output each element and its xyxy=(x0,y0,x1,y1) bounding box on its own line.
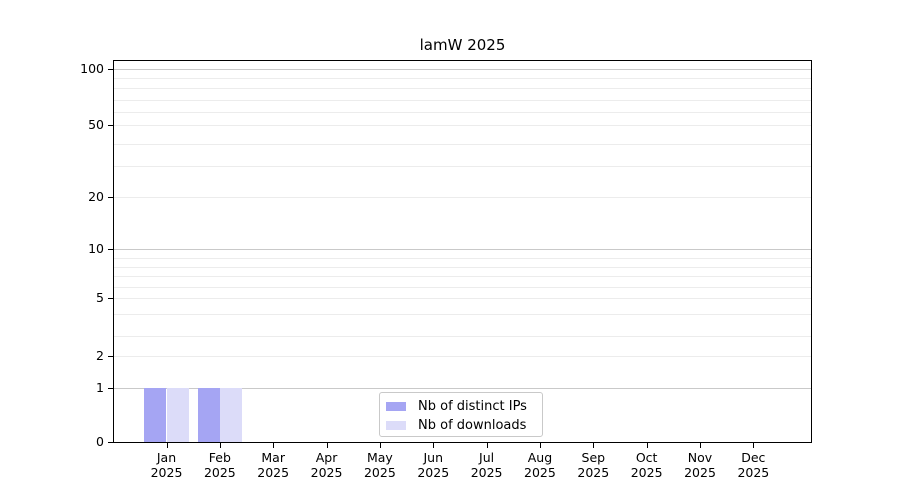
x-tick-may xyxy=(379,443,381,448)
gridline-y-80 xyxy=(114,88,811,89)
y-tick-label-100: 100 xyxy=(80,61,104,76)
x-tick-nov xyxy=(700,443,701,448)
gridline-y-100 xyxy=(114,69,811,70)
x-tick-label-apr: Apr 2025 xyxy=(310,450,343,480)
y-tick-label-1: 1 xyxy=(96,379,104,395)
x-tick-label-jul: Jul 2025 xyxy=(470,450,503,480)
x-tick-label-dec: Dec 2025 xyxy=(737,450,770,480)
x-tick-label-oct: Oct 2025 xyxy=(630,450,663,480)
gridline-y-60 xyxy=(114,112,811,113)
x-tick-mar xyxy=(273,443,275,448)
chart-title: lamW 2025 xyxy=(419,36,506,54)
gridline-y-1 xyxy=(114,387,811,389)
legend-label-downloads: Nb of downloads xyxy=(418,418,527,433)
legend-swatch-distinct-ips xyxy=(386,402,406,411)
gridline-y-30 xyxy=(114,166,811,167)
x-tick-label-jan: Jan 2025 xyxy=(150,450,183,480)
gridline-y-2 xyxy=(114,356,811,357)
x-tick-label-feb: Feb 2025 xyxy=(203,450,236,480)
x-tick-apr xyxy=(326,443,328,448)
y-tick-1 xyxy=(108,387,113,389)
bar-distinct-ips-feb xyxy=(197,387,220,442)
y-tick-0 xyxy=(108,442,113,443)
gridline-y-6 xyxy=(114,287,811,288)
gridline-y-9 xyxy=(114,258,811,259)
gridline-y-50 xyxy=(114,125,811,126)
gridline-y-90 xyxy=(114,78,811,79)
x-tick-label-sep: Sep 2025 xyxy=(577,450,610,480)
x-tick-label-may: May 2025 xyxy=(363,450,396,480)
x-tick-jan xyxy=(166,443,168,448)
x-tick-label-aug: Aug 2025 xyxy=(524,450,556,480)
x-tick-label-nov: Nov 2025 xyxy=(684,450,716,480)
x-tick-sep xyxy=(593,443,595,448)
gridline-y-4 xyxy=(114,314,811,315)
legend-entry: Nb of distinct IPs xyxy=(386,397,542,416)
gridline-y-8 xyxy=(114,267,811,268)
legend-label-distinct-ips: Nb of distinct IPs xyxy=(418,399,527,414)
gridline-y-3 xyxy=(114,336,811,337)
gridline-y-7 xyxy=(114,276,811,277)
plot-area: Nb of distinct IPs Nb of downloads xyxy=(113,60,812,443)
x-tick-dec xyxy=(753,443,755,448)
y-tick-label-2: 2 xyxy=(96,348,104,363)
y-tick-20 xyxy=(108,197,113,198)
gridline-y-20 xyxy=(114,197,811,198)
y-tick-5 xyxy=(108,298,113,299)
x-tick-jul xyxy=(486,443,488,448)
legend-swatch-downloads xyxy=(386,421,406,430)
bar-downloads-feb xyxy=(219,387,243,442)
y-tick-label-0: 0 xyxy=(96,434,104,449)
x-tick-feb xyxy=(219,443,221,448)
gridline-y-40 xyxy=(114,144,811,145)
y-tick-label-50: 50 xyxy=(88,117,104,132)
y-tick-50 xyxy=(108,125,113,126)
gridline-y-10 xyxy=(114,249,811,250)
x-tick-label-mar: Mar 2025 xyxy=(257,450,290,480)
x-tick-aug xyxy=(539,443,541,448)
x-tick-oct xyxy=(646,443,648,448)
gridline-y-5 xyxy=(114,298,811,299)
y-tick-100 xyxy=(108,69,113,70)
x-tick-label-jun: Jun 2025 xyxy=(417,450,450,480)
y-tick-label-5: 5 xyxy=(96,290,104,305)
legend: Nb of distinct IPs Nb of downloads xyxy=(379,392,543,437)
bar-downloads-jan xyxy=(166,387,189,442)
gridline-y-70 xyxy=(114,100,811,101)
y-tick-2 xyxy=(108,356,113,357)
y-tick-label-20: 20 xyxy=(88,189,104,204)
y-tick-10 xyxy=(108,249,113,250)
x-tick-jun xyxy=(433,443,435,448)
bar-distinct-ips-jan xyxy=(144,387,167,442)
legend-entry: Nb of downloads xyxy=(386,416,542,435)
y-tick-label-10: 10 xyxy=(88,241,104,256)
